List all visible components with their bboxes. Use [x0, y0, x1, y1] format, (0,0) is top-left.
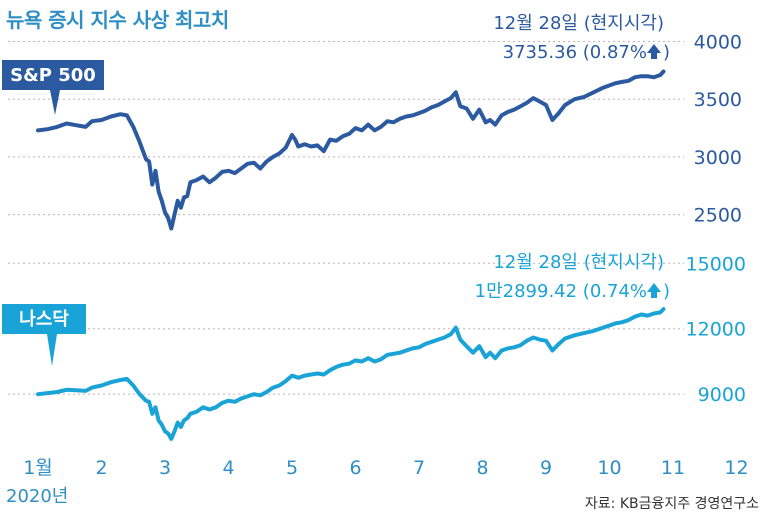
- up-arrow-icon: [647, 44, 661, 59]
- y-tick-label: 3500: [694, 89, 742, 111]
- annotation-date: 12월 28일 (현지시각): [493, 13, 664, 34]
- annotation-value: 3735.36 (0.87%: [503, 42, 647, 63]
- x-tick-label: 4: [222, 457, 234, 479]
- y-tick-label: 4000: [694, 32, 742, 54]
- page-title: 뉴욕 증시 지수 사상 최고치: [6, 8, 229, 32]
- x-tick-label: 1월: [23, 457, 53, 479]
- series-line: [36, 69, 666, 231]
- x-tick-label: 7: [413, 457, 425, 479]
- y-tick-label: 9000: [698, 384, 746, 406]
- series-tag-pointer: [50, 90, 60, 115]
- series-tag-label: S&P 500: [10, 65, 96, 86]
- x-tick-label: 11: [661, 457, 685, 479]
- annotation-paren: ): [663, 42, 670, 63]
- y-tick-label: 12000: [686, 319, 746, 341]
- series-tag: [2, 304, 86, 334]
- y-tick-label: 2500: [694, 205, 742, 227]
- x-tick-label: 12: [724, 457, 748, 479]
- series-tag-pointer: [47, 334, 57, 366]
- y-tick-label: 15000: [686, 253, 746, 275]
- annotation-date: 12월 28일 (현지시각): [493, 252, 664, 273]
- x-tick-label: 10: [597, 457, 621, 479]
- source-note: 자료: KB금융지주 경영연구소: [584, 496, 759, 512]
- x-tick-label: 2: [95, 457, 107, 479]
- x-year-label: 2020년: [6, 486, 68, 507]
- series-tag: [2, 60, 104, 90]
- series-line: [36, 307, 666, 441]
- x-tick-label: 6: [349, 457, 361, 479]
- x-tick-label: 9: [540, 457, 552, 479]
- x-tick-label: 3: [159, 457, 171, 479]
- up-arrow-icon: [647, 283, 661, 298]
- annotation-paren: ): [663, 281, 670, 302]
- y-tick-label: 3000: [694, 147, 742, 169]
- series-tag-label: 나스닥: [19, 309, 69, 330]
- x-tick-label: 8: [476, 457, 488, 479]
- x-tick-label: 5: [286, 457, 298, 479]
- annotation-value: 1만2899.42 (0.74%: [475, 281, 647, 302]
